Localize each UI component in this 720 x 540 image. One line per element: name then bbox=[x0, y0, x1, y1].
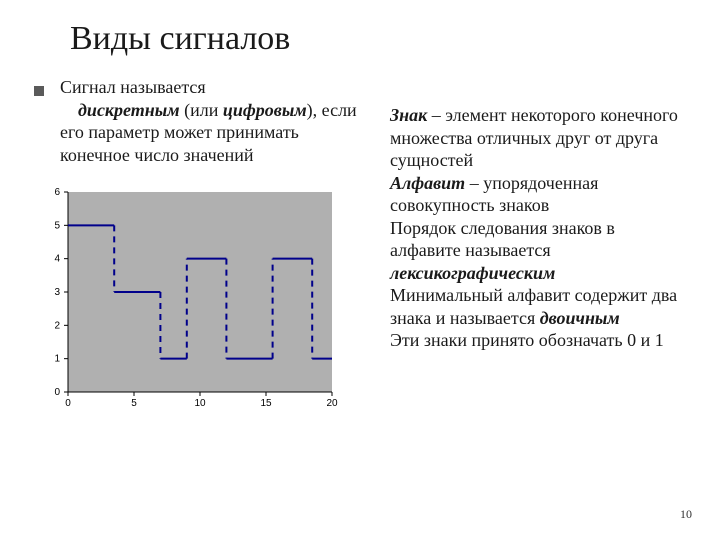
svg-text:4: 4 bbox=[54, 254, 60, 265]
term-discrete: дискретным bbox=[78, 100, 180, 120]
slide-title: Виды сигналов bbox=[70, 20, 680, 58]
text-run: (или bbox=[180, 100, 223, 120]
svg-text:5: 5 bbox=[131, 398, 137, 409]
indent-block: дискретным (или цифровым), если его пара… bbox=[60, 100, 357, 165]
svg-text:0: 0 bbox=[54, 387, 60, 398]
svg-text:1: 1 bbox=[54, 354, 60, 365]
svg-text:20: 20 bbox=[326, 398, 338, 409]
svg-text:5: 5 bbox=[54, 220, 60, 231]
signal-step-chart: 0 1 2 3 4 5 6 0 5 10 15 20 bbox=[40, 184, 340, 414]
svg-text:2: 2 bbox=[54, 320, 60, 331]
left-paragraph: Сигнал называется дискретным (или цифров… bbox=[60, 76, 360, 166]
text-run: Минимальный алфавит содержит два знака и… bbox=[390, 285, 677, 328]
right-paragraph: Знак – элемент некоторого конечного множ… bbox=[390, 104, 680, 352]
text-run: Эти знаки принято обозначать 0 и 1 bbox=[390, 330, 664, 350]
svg-text:6: 6 bbox=[54, 187, 60, 198]
chart-container: 0 1 2 3 4 5 6 0 5 10 15 20 bbox=[40, 184, 360, 419]
bullet-marker bbox=[34, 86, 44, 96]
left-column: Сигнал называется дискретным (или цифров… bbox=[60, 76, 360, 419]
text-run: – элемент некоторого конечного множества… bbox=[390, 105, 678, 170]
svg-text:10: 10 bbox=[194, 398, 206, 409]
term-alphabet: Алфавит bbox=[390, 173, 465, 193]
columns: Сигнал называется дискретным (или цифров… bbox=[60, 76, 680, 419]
text-run: Сигнал называется bbox=[60, 77, 206, 97]
slide: Виды сигналов Сигнал называется дискретн… bbox=[0, 0, 720, 439]
svg-text:0: 0 bbox=[65, 398, 71, 409]
page-number: 10 bbox=[680, 507, 692, 522]
svg-text:3: 3 bbox=[54, 287, 60, 298]
term-sign: Знак bbox=[390, 105, 427, 125]
term-binary: двоичным bbox=[540, 308, 620, 328]
term-lexicographic: лексикографическим bbox=[390, 263, 555, 283]
right-column: Знак – элемент некоторого конечного множ… bbox=[390, 76, 680, 419]
term-digital: цифровым bbox=[223, 100, 307, 120]
svg-text:15: 15 bbox=[260, 398, 272, 409]
text-run: Порядок следования знаков в алфавите наз… bbox=[390, 218, 615, 261]
